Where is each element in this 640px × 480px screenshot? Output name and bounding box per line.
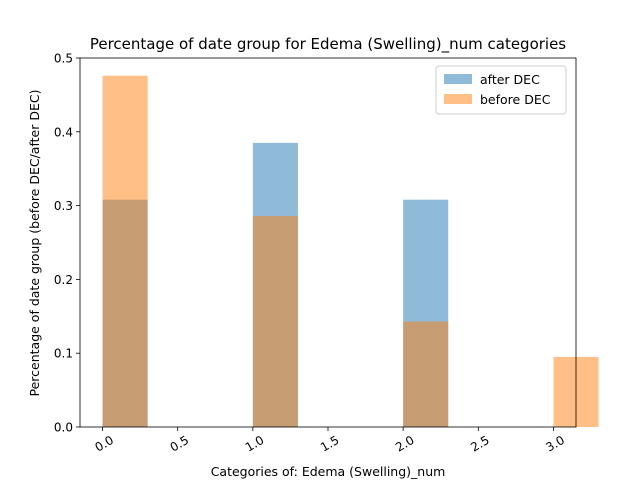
legend: after DEC before DEC	[435, 65, 567, 115]
x-tick-label-4: 2.0	[393, 433, 417, 455]
x-tick-label-3: 1.5	[318, 433, 342, 455]
y-tick-label-1: 0.1	[54, 347, 73, 361]
y-tick-label-4: 0.4	[54, 125, 73, 139]
plot-area: 0.0 0.5 1.0 1.5 2.0 2.5 3.0 0.0 0.1 0.2 0.3 0.4 0.5 a…	[54, 52, 599, 455]
legend-swatch-0	[444, 74, 472, 84]
y-tick-label-5: 0.5	[54, 52, 73, 66]
x-tick-label-6: 3.0	[543, 433, 567, 455]
bar-before-dec-2	[403, 321, 449, 427]
x-axis-label: Categories of: Edema (Swelling)_num	[211, 464, 446, 479]
y-tick-label-0: 0.0	[54, 421, 73, 435]
y-tick-label-2: 0.2	[54, 273, 73, 287]
x-tick-label-0: 0.0	[93, 433, 117, 455]
y-axis-label: Percentage of date group (before DEC/aft…	[27, 90, 42, 397]
y-tick-label-3: 0.3	[54, 199, 73, 213]
x-tick-label-2: 1.0	[243, 433, 267, 455]
chart-title: Percentage of date group for Edema (Swel…	[90, 35, 566, 54]
legend-swatch-1	[444, 94, 472, 104]
x-tick-label-5: 2.5	[468, 433, 492, 455]
bar-before-dec-0	[102, 75, 148, 428]
bar-before-dec-1	[252, 215, 298, 427]
x-tick-label-1: 0.5	[168, 433, 192, 455]
legend-label-0: after DEC	[480, 72, 540, 87]
legend-label-1: before DEC	[480, 92, 551, 107]
